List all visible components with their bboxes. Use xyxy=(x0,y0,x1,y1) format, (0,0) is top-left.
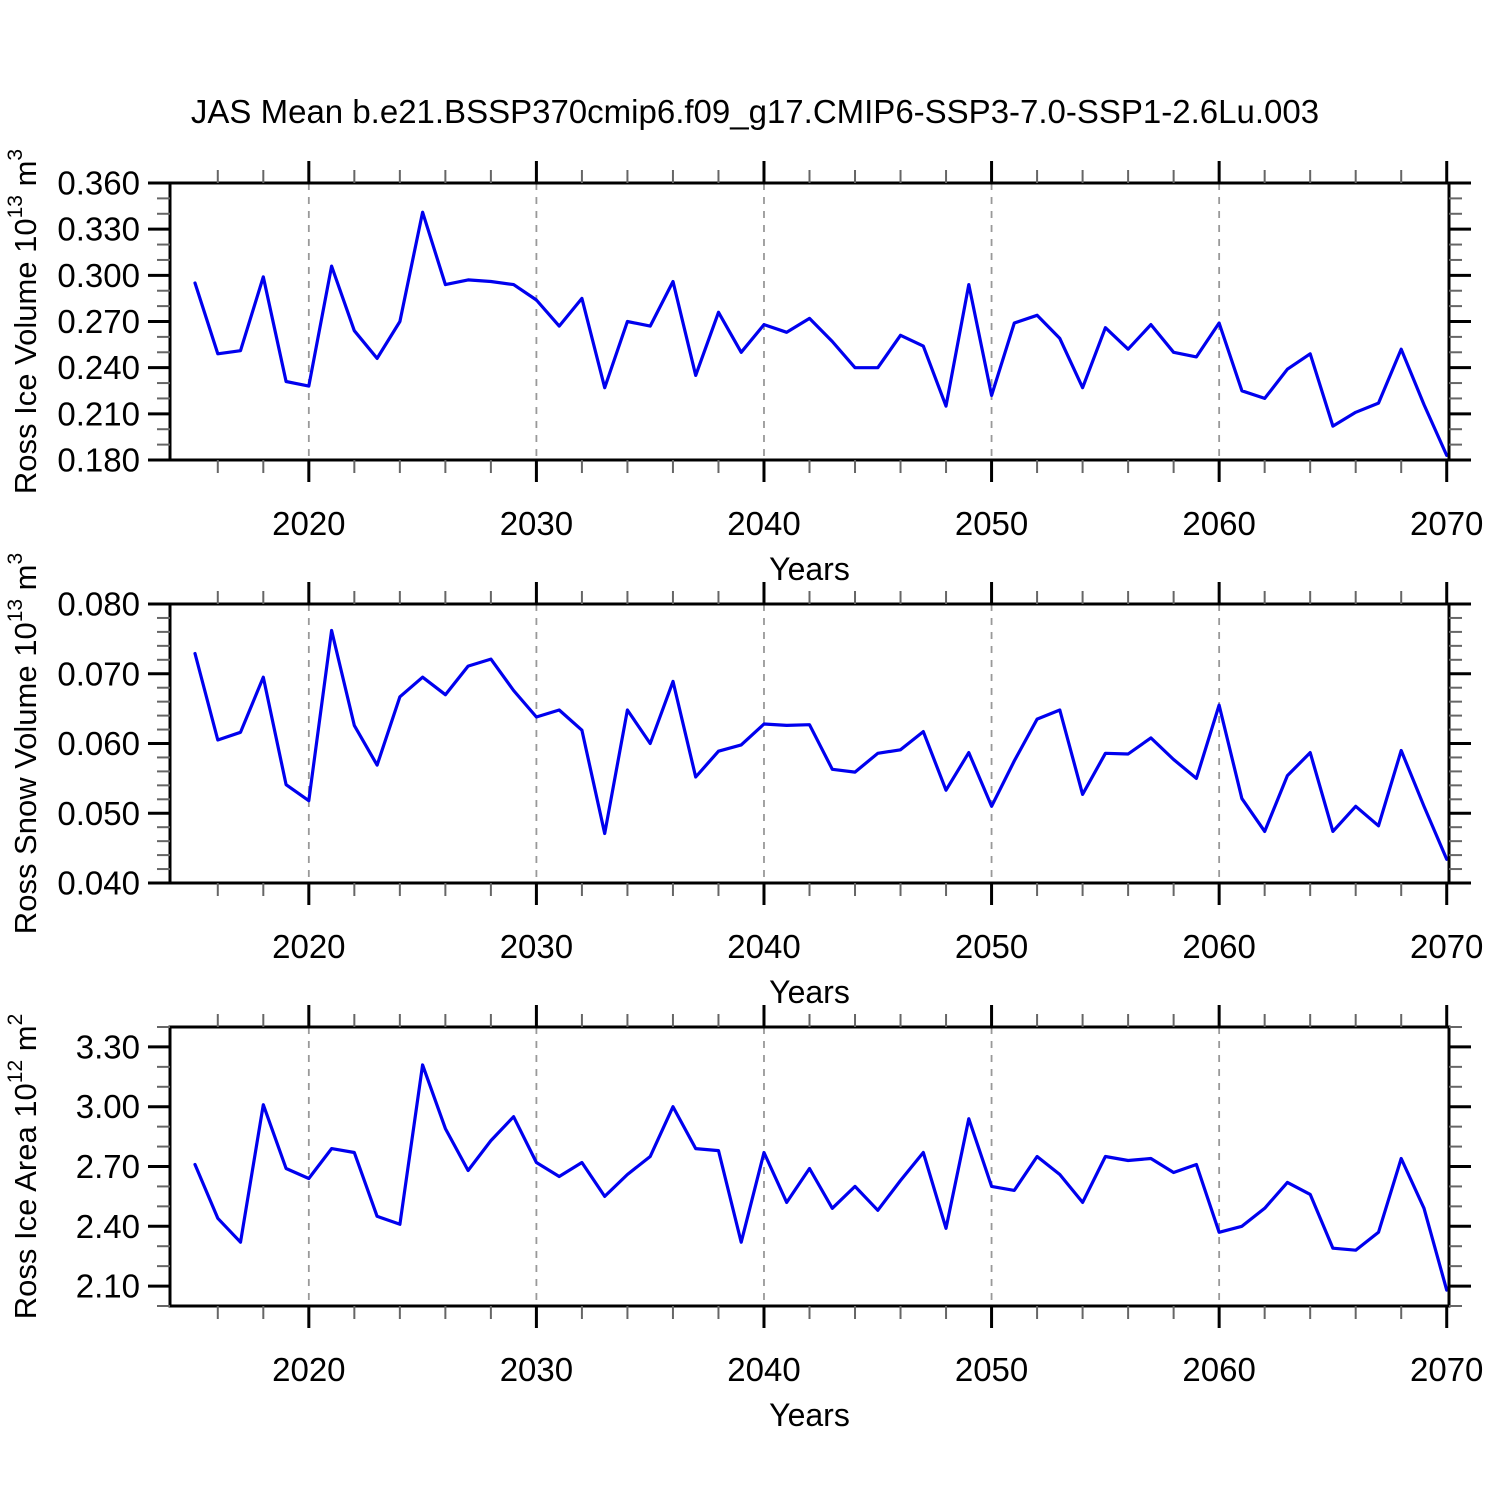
x-tick-label: 2050 xyxy=(955,505,1028,542)
y-tick-label: 0.360 xyxy=(57,165,140,202)
x-tick-label: 2030 xyxy=(500,1351,573,1388)
y-tick-label: 0.240 xyxy=(57,349,140,386)
ross-ice-volume-line xyxy=(193,210,1449,457)
x-tick-label: 2020 xyxy=(272,1351,345,1388)
x-tick-label: 2060 xyxy=(1182,1351,1255,1388)
x-tick-label: 2050 xyxy=(955,1351,1028,1388)
ross-snow-volume-line xyxy=(193,628,1449,861)
x-tick-label: 2070 xyxy=(1410,928,1483,965)
x-axis-label: Years xyxy=(769,974,850,1010)
figure-title: JAS Mean b.e21.BSSP370cmip6.f09_g17.CMIP… xyxy=(191,93,1319,130)
x-tick-label: 2060 xyxy=(1182,505,1255,542)
y-tick-label: 0.330 xyxy=(57,211,140,248)
panel-ross-ice-volume: 2020 2030 2040 2050 2060 2070 0.180 0.210 0.240 0… xyxy=(4,149,1483,587)
y-tick-label: 2.40 xyxy=(76,1208,140,1245)
panel-frame xyxy=(168,1025,1451,1308)
y-tick-label: 0.210 xyxy=(57,395,140,432)
y-axis-label: Ross Ice Area 1012 m2 xyxy=(4,1014,43,1320)
x-tick-label: 2070 xyxy=(1410,1351,1483,1388)
panel-frame xyxy=(168,602,1451,885)
x-tick-label: 2040 xyxy=(727,505,800,542)
x-tick-label: 2020 xyxy=(272,505,345,542)
panel-ross-ice-area: 2020 2030 2040 2050 2060 2070 2.10 2.40 2.70 3.00… xyxy=(4,1005,1483,1433)
y-tick-label: 0.070 xyxy=(57,655,140,692)
x-tick-label: 2060 xyxy=(1182,928,1255,965)
ross-ice-area-line xyxy=(193,1063,1449,1292)
panel-frame xyxy=(168,181,1451,462)
y-axis-label: Ross Ice Volume 1013 m3 xyxy=(4,149,43,494)
x-tick-label: 2070 xyxy=(1410,505,1483,542)
x-tick-label: 2050 xyxy=(955,928,1028,965)
x-tick-label: 2020 xyxy=(272,928,345,965)
y-tick-label: 0.050 xyxy=(57,795,140,832)
panel-ross-snow-volume: 2020 2030 2040 2050 2060 2070 0.040 0.050 0.060 0… xyxy=(4,553,1483,1010)
y-tick-label: 3.30 xyxy=(76,1028,140,1065)
y-tick-label: 0.180 xyxy=(57,442,140,479)
y-tick-label: 0.080 xyxy=(57,586,140,623)
x-axis-label: Years xyxy=(769,551,850,587)
x-tick-label: 2040 xyxy=(727,1351,800,1388)
x-tick-label: 2030 xyxy=(500,505,573,542)
x-tick-label: 2030 xyxy=(500,928,573,965)
y-tick-label: 3.00 xyxy=(76,1088,140,1125)
y-tick-label: 2.10 xyxy=(76,1268,140,1305)
y-tick-label: 0.300 xyxy=(57,257,140,294)
y-tick-label: 0.060 xyxy=(57,725,140,762)
y-tick-label: 0.270 xyxy=(57,303,140,340)
y-tick-label: 2.70 xyxy=(76,1148,140,1185)
y-tick-label: 0.040 xyxy=(57,865,140,902)
x-axis-label: Years xyxy=(769,1397,850,1433)
x-tick-label: 2040 xyxy=(727,928,800,965)
y-axis-label: Ross Snow Volume 1013 m3 xyxy=(4,553,43,934)
